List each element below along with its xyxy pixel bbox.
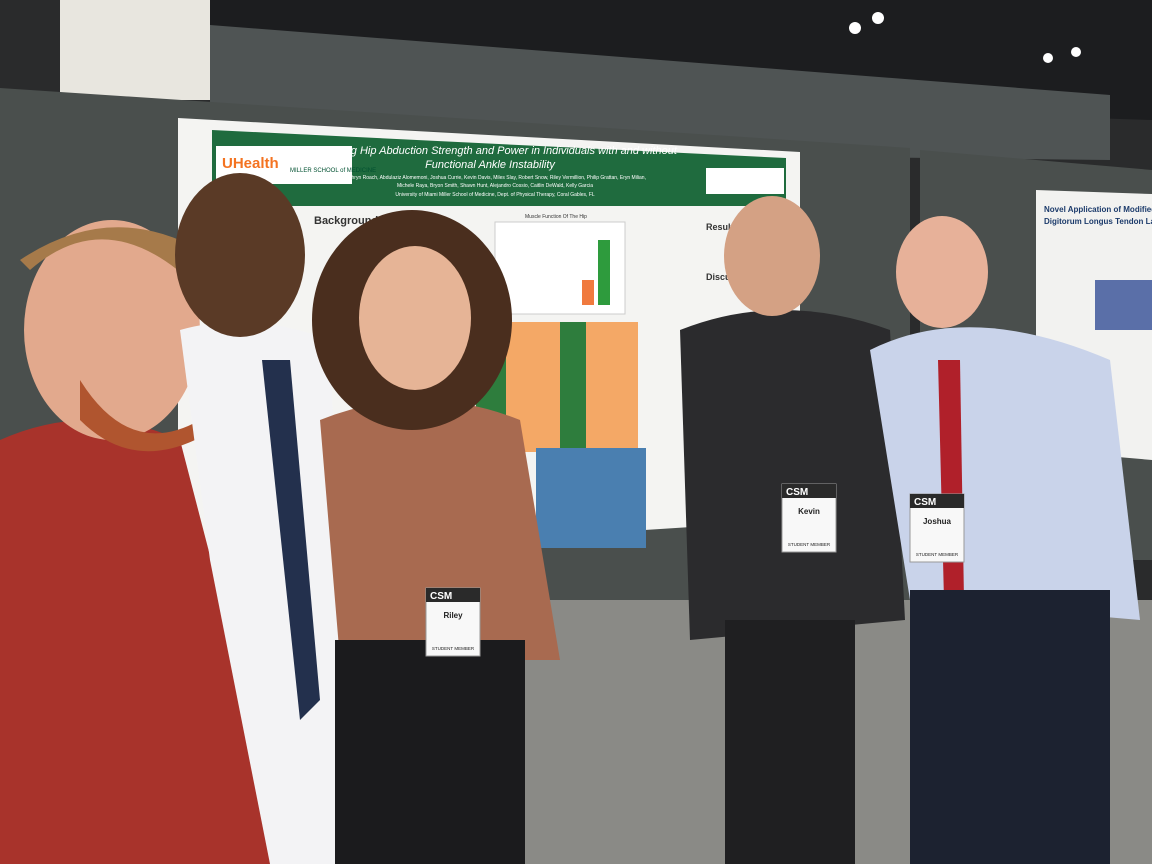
badge-band <box>782 484 836 498</box>
face <box>24 220 200 440</box>
hair <box>20 227 200 290</box>
jacket <box>0 420 290 864</box>
badge-brand: CSM <box>430 591 452 602</box>
face <box>175 173 305 337</box>
suit <box>680 310 905 640</box>
poster-header <box>212 130 786 206</box>
person <box>312 210 560 864</box>
pants <box>910 590 1110 864</box>
badges: CSM Riley STUDENT MEMBER CSM Kevin STUDENT ME… <box>425 483 965 657</box>
badge-role: STUDENT MEMBER <box>788 542 831 547</box>
pillar <box>60 0 220 100</box>
section-heading: Results <box>706 222 739 232</box>
pants <box>335 640 525 864</box>
poster-affiliation: University of Miami Miller School of Med… <box>395 192 595 198</box>
poster-photo <box>536 448 646 548</box>
face <box>896 216 988 328</box>
badge-role: STUDENT MEMBER <box>432 646 475 651</box>
chart-title: Muscle Function Of The Hip <box>525 214 587 220</box>
person <box>680 196 905 864</box>
shirt <box>180 322 350 864</box>
pants <box>725 620 855 864</box>
face <box>724 196 820 316</box>
badge-name: Riley <box>443 611 463 620</box>
badge-name: Joshua <box>923 517 952 526</box>
badge-band <box>426 588 480 602</box>
logo-sub: MILLER SCHOOL of MEDICINE <box>290 168 376 174</box>
beard <box>80 380 200 452</box>
light <box>849 22 861 34</box>
person <box>175 173 350 864</box>
poster-title: Novel Application of Modified-Duran Prot… <box>1044 205 1152 214</box>
badge-name: Kevin <box>798 507 820 516</box>
light <box>872 12 884 24</box>
tie <box>262 360 320 720</box>
light <box>1071 47 1081 57</box>
light <box>1043 53 1053 63</box>
shirt <box>870 327 1140 620</box>
logo: UHealth <box>222 155 279 172</box>
badge-brand: CSM <box>786 487 808 498</box>
poster-title: Comparing Hip Abduction Strength and Pow… <box>303 145 678 157</box>
top <box>320 400 560 660</box>
chart-bar <box>598 240 610 305</box>
person <box>0 220 290 864</box>
poster-title: Digitorum Longus Tendon Laceration Foll <box>1044 217 1152 226</box>
section-heading: Background <box>314 215 378 227</box>
badge-role: STUDENT MEMBER <box>916 552 959 557</box>
poster-title: Functional Ankle Instability <box>425 159 556 171</box>
poster-authors: Michele Raya, Bryon Smith, Shawn Hunt, A… <box>397 183 593 189</box>
poster-table <box>1095 280 1152 330</box>
badge-brand: CSM <box>914 497 936 508</box>
chart-bar <box>582 280 594 305</box>
poster-authors: Kathryn Roach, Abdulaziz Alomemoni, Josh… <box>344 175 646 181</box>
face <box>359 246 471 390</box>
poster-table-column <box>560 322 586 452</box>
badge-band <box>910 494 964 508</box>
logo-box <box>706 168 784 194</box>
